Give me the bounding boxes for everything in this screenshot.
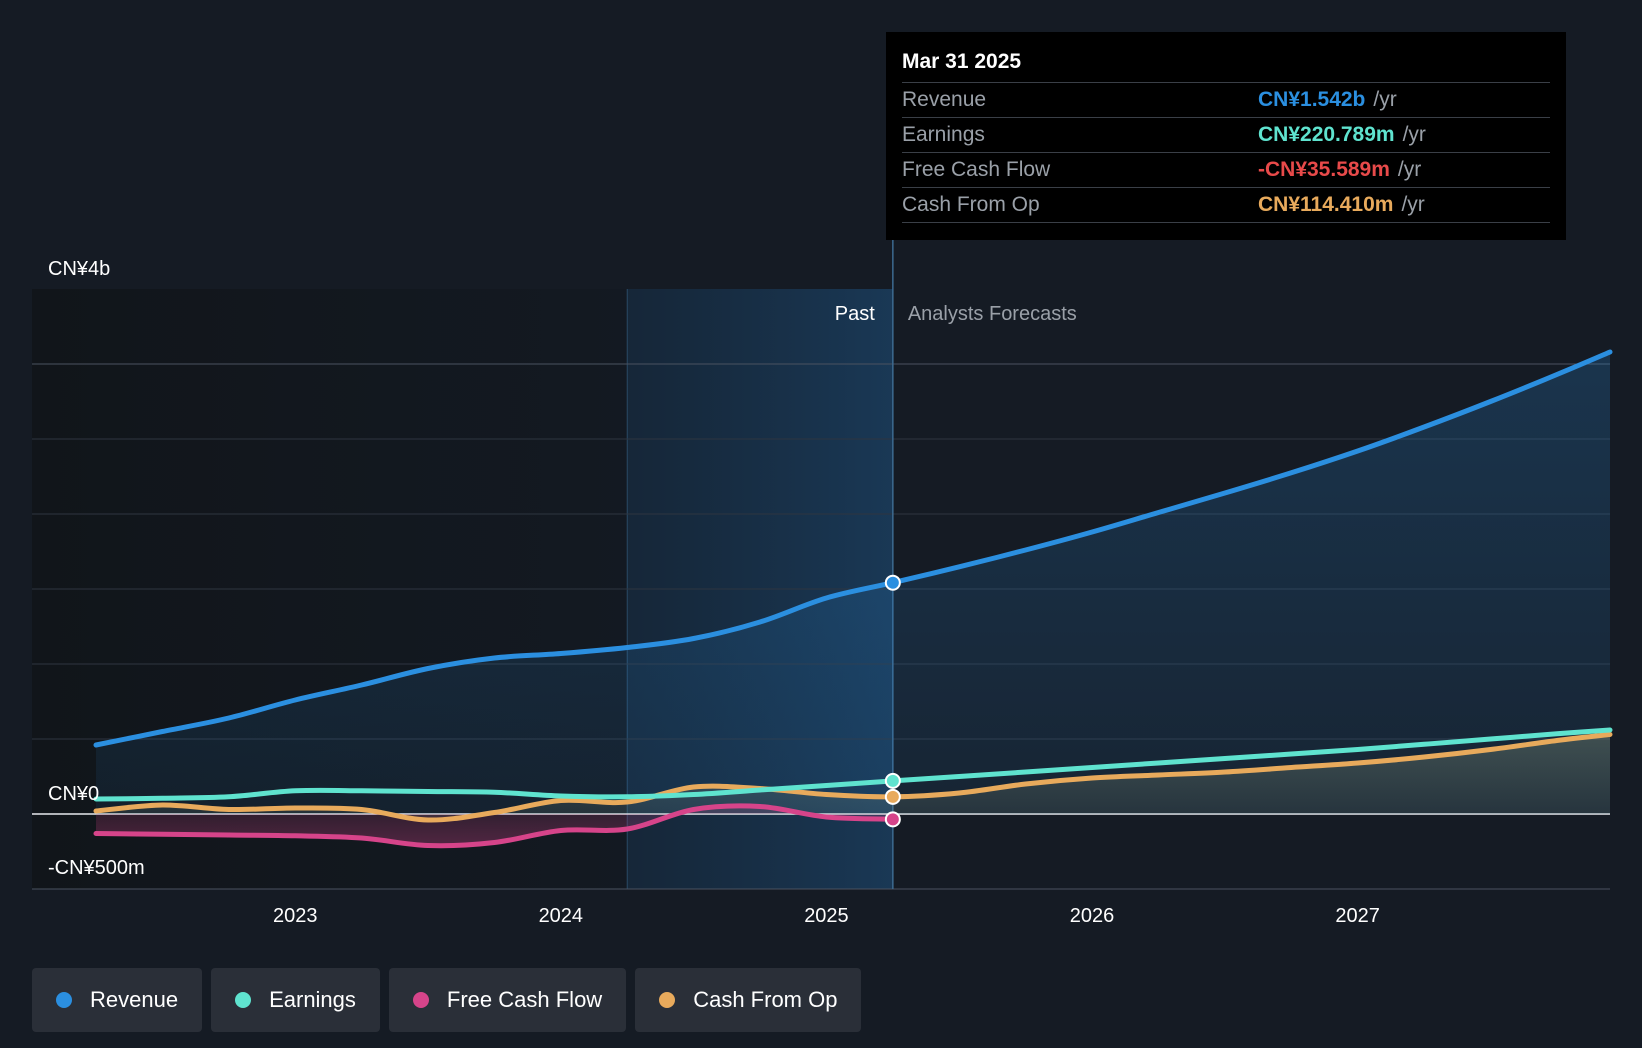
legend-label: Revenue [90, 987, 179, 1012]
legend-item-earnings[interactable]: Earnings [211, 968, 380, 1032]
series-line-earnings [93, 727, 1613, 802]
highlight-dot-earnings [884, 772, 901, 789]
tooltip-unit: /yr [1397, 158, 1422, 181]
past-label: Past [835, 303, 875, 325]
tooltip: Mar 31 2025 Revenue CN¥1.542b /yr Earnin… [886, 32, 1566, 240]
tooltip-label: Earnings [902, 123, 985, 146]
x-axis-label: 2027 [1335, 905, 1380, 927]
legend-dot-icon [412, 992, 429, 1008]
legend: Revenue Earnings Free Cash Flow Cash Fro… [32, 968, 862, 1032]
highlight-dot-cash-from-op [884, 788, 901, 805]
tooltip-label: Free Cash Flow [902, 158, 1051, 181]
legend-dot-icon [56, 992, 72, 1008]
x-axis-label: 2024 [539, 905, 584, 927]
tooltip-value: CN¥114.410m [1258, 193, 1394, 216]
tooltip-unit: /yr [1401, 193, 1425, 216]
series-line-cash-from-op [93, 732, 1613, 823]
y-axis-label: CN¥0 [48, 783, 99, 805]
tooltip-unit: /yr [1402, 123, 1426, 146]
series-line-revenue [93, 349, 1613, 748]
tooltip-row-earnings: Earnings CN¥220.789m /yr [902, 117, 1550, 152]
tooltip-row-cash-from-op: Cash From Op CN¥114.410m /yr [902, 187, 1550, 223]
y-axis-label: -CN¥500m [48, 857, 145, 879]
tooltip-row-revenue: Revenue CN¥1.542b /yr [902, 82, 1550, 117]
x-axis-label: 2026 [1070, 905, 1115, 927]
y-axis-label: CN¥4b [48, 258, 110, 280]
revenue-area [96, 352, 1610, 814]
cash-from-op-area [96, 734, 1610, 821]
x-axis-label: 2023 [273, 905, 318, 927]
tooltip-label: Revenue [902, 88, 987, 111]
highlight-dot-revenue [884, 574, 901, 591]
tooltip-unit: /yr [1373, 88, 1397, 111]
legend-dot-icon [235, 992, 252, 1008]
tooltip-value: CN¥1.542b [1258, 88, 1366, 111]
tooltip-value: CN¥220.789m [1258, 123, 1395, 146]
tooltip-row-free-cash-flow: Free Cash Flow -CN¥35.589m /yr [902, 152, 1550, 187]
legend-label: Cash From Op [693, 987, 838, 1012]
legend-item-revenue[interactable]: Revenue [32, 968, 203, 1032]
legend-label: Earnings [269, 987, 356, 1012]
highlight-dot-free-cash-flow [884, 811, 901, 828]
series-line-free-cash-flow [93, 803, 896, 849]
legend-item-cash-from-op[interactable]: Cash From Op [635, 968, 862, 1032]
tooltip-value: -CN¥35.589m [1258, 158, 1390, 181]
tooltip-date: Mar 31 2025 [902, 50, 1022, 73]
legend-label: Free Cash Flow [446, 987, 603, 1012]
legend-dot-icon [659, 992, 676, 1008]
legend-item-free-cash-flow[interactable]: Free Cash Flow [388, 968, 627, 1032]
x-axis-label: 2025 [804, 905, 849, 927]
forecast-label: Analysts Forecasts [908, 303, 1077, 325]
tooltip-label: Cash From Op [902, 193, 1040, 216]
